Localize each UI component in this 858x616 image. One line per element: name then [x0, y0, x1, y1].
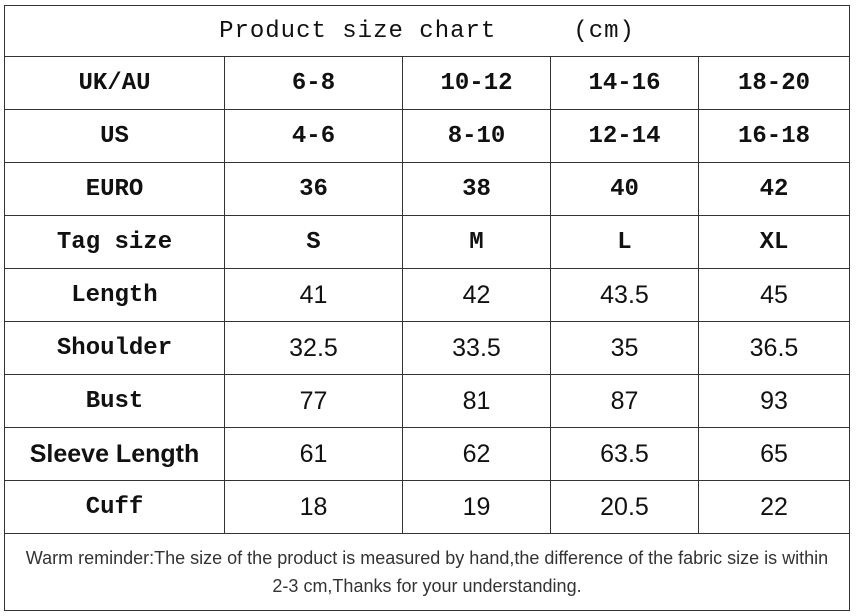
size-cell: 12-14	[550, 109, 699, 163]
size-cell: 40	[550, 162, 699, 216]
size-row: Shoulder 32.5 33.5 35 36.5	[4, 321, 850, 375]
note: Warm reminder:The size of the product is…	[4, 533, 850, 611]
size-cell: 10-12	[402, 56, 551, 110]
size-cell: 16-18	[698, 109, 850, 163]
size-row: Bust 77 81 87 93	[4, 374, 850, 428]
table-title: Product size chart (cm)	[4, 5, 850, 57]
size-cell: 42	[698, 162, 850, 216]
size-row: Length 41 42 43.5 45	[4, 268, 850, 322]
row-label: EURO	[4, 162, 225, 216]
size-cell: 6-8	[224, 56, 403, 110]
size-cell: 33.5	[402, 321, 551, 375]
size-cell: 45	[698, 268, 850, 322]
size-cell: 18-20	[698, 56, 850, 110]
size-cell: 62	[402, 427, 551, 481]
size-row: EURO 36 38 40 42	[4, 162, 850, 216]
size-row: Tag size S M L XL	[4, 215, 850, 269]
size-chart: Product size chart (cm) UK/AU 6-8 10-12 14-…	[4, 5, 850, 611]
size-cell: 77	[224, 374, 403, 428]
size-cell: 41	[224, 268, 403, 322]
size-row: Sleeve Length 61 62 63.5 65	[4, 427, 850, 481]
size-cell: 14-16	[550, 56, 699, 110]
size-cell: L	[550, 215, 699, 269]
size-cell: M	[402, 215, 551, 269]
size-cell: 65	[698, 427, 850, 481]
size-cell: 38	[402, 162, 551, 216]
size-cell: 19	[402, 480, 551, 534]
size-cell: 63.5	[550, 427, 699, 481]
row-label: Tag size	[4, 215, 225, 269]
row-label: US	[4, 109, 225, 163]
size-cell: 93	[698, 374, 850, 428]
size-cell: 18	[224, 480, 403, 534]
size-row: US 4-6 8-10 12-14 16-18	[4, 109, 850, 163]
row-label: Shoulder	[4, 321, 225, 375]
title-row: Product size chart (cm)	[4, 5, 850, 57]
size-cell: 36	[224, 162, 403, 216]
size-cell: XL	[698, 215, 850, 269]
size-cell: 8-10	[402, 109, 551, 163]
size-cell: 42	[402, 268, 551, 322]
size-cell: 36.5	[698, 321, 850, 375]
size-cell: 43.5	[550, 268, 699, 322]
row-label: Sleeve Length	[4, 427, 225, 481]
size-cell: 81	[402, 374, 551, 428]
size-row: Cuff 18 19 20.5 22	[4, 480, 850, 534]
row-label: Cuff	[4, 480, 225, 534]
size-cell: 32.5	[224, 321, 403, 375]
size-cell: 4-6	[224, 109, 403, 163]
size-cell: 35	[550, 321, 699, 375]
size-cell: 87	[550, 374, 699, 428]
table-body: Product size chart (cm) UK/AU 6-8 10-12 14-…	[4, 5, 850, 611]
size-cell: 20.5	[550, 480, 699, 534]
row-label: UK/AU	[4, 56, 225, 110]
size-row: UK/AU 6-8 10-12 14-16 18-20	[4, 56, 850, 110]
row-label: Length	[4, 268, 225, 322]
row-label: Bust	[4, 374, 225, 428]
size-cell: 22	[698, 480, 850, 534]
size-cell: 61	[224, 427, 403, 481]
note-row: Warm reminder:The size of the product is…	[4, 533, 850, 611]
size-cell: S	[224, 215, 403, 269]
